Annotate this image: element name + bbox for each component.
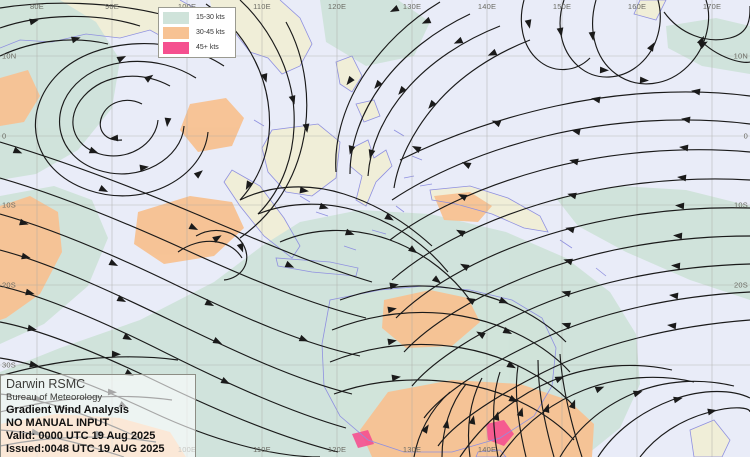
legend-swatch-30-45 <box>163 26 189 39</box>
issued-time: Issued:0048 UTC 19 AUG 2025 <box>6 442 165 455</box>
legend-label-45-plus: 45+ kts <box>196 44 219 51</box>
status-label: NO MANUAL INPUT <box>6 416 110 429</box>
legend-swatch-45-plus <box>163 41 189 54</box>
wind-shading-45-plus <box>352 420 514 448</box>
product-title: Gradient Wind Analysis <box>6 403 129 416</box>
issuer-label: Darwin RSMC <box>6 377 86 391</box>
legend-item-45-plus: 45+ kts <box>163 41 231 54</box>
legend-item-15-30: 15-30 kts <box>163 11 231 24</box>
valid-time: Valid: 0000 UTC 19 Aug 2025 <box>6 429 156 442</box>
wind-speed-legend: 15-30 kts 30-45 kts 45+ kts <box>158 7 236 58</box>
legend-label-30-45: 30-45 kts <box>196 29 225 36</box>
product-info-panel: Darwin RSMC Bureau of Meteorology Gradie… <box>0 374 196 457</box>
agency-label: Bureau of Meteorology <box>6 391 103 403</box>
legend-item-30-45: 30-45 kts <box>163 26 231 39</box>
legend-label-15-30: 15-30 kts <box>196 14 225 21</box>
legend-swatch-15-30 <box>163 11 189 24</box>
